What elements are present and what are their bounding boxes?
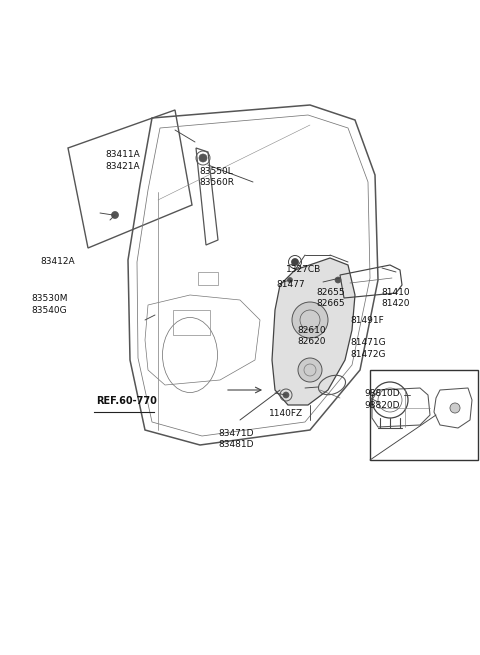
Text: 98810D
98820D: 98810D 98820D [365, 389, 400, 410]
Text: 83550L
83560R: 83550L 83560R [199, 166, 234, 187]
Circle shape [111, 212, 119, 219]
Circle shape [335, 277, 341, 283]
Text: 83471D
83481D: 83471D 83481D [218, 428, 254, 449]
Circle shape [298, 358, 322, 382]
Text: 83411A
83421A: 83411A 83421A [106, 150, 140, 171]
Text: 1140FZ: 1140FZ [269, 409, 303, 419]
Text: 83530M
83540G: 83530M 83540G [31, 294, 68, 315]
Text: 83412A: 83412A [41, 257, 75, 267]
Circle shape [291, 259, 299, 265]
Circle shape [450, 403, 460, 413]
Text: 81410
81420: 81410 81420 [382, 288, 410, 309]
Text: 82610
82620: 82610 82620 [298, 326, 326, 346]
Text: 81491F: 81491F [350, 316, 384, 326]
Circle shape [283, 392, 289, 398]
Text: 1327CB: 1327CB [286, 265, 321, 274]
Text: 82655
82665: 82655 82665 [317, 288, 346, 309]
Text: 81477: 81477 [276, 280, 305, 289]
Circle shape [292, 302, 328, 338]
Circle shape [199, 154, 207, 162]
Text: REF.60-770: REF.60-770 [96, 396, 157, 406]
Text: 81471G
81472G: 81471G 81472G [350, 338, 386, 359]
Polygon shape [272, 258, 355, 405]
Circle shape [288, 278, 292, 282]
